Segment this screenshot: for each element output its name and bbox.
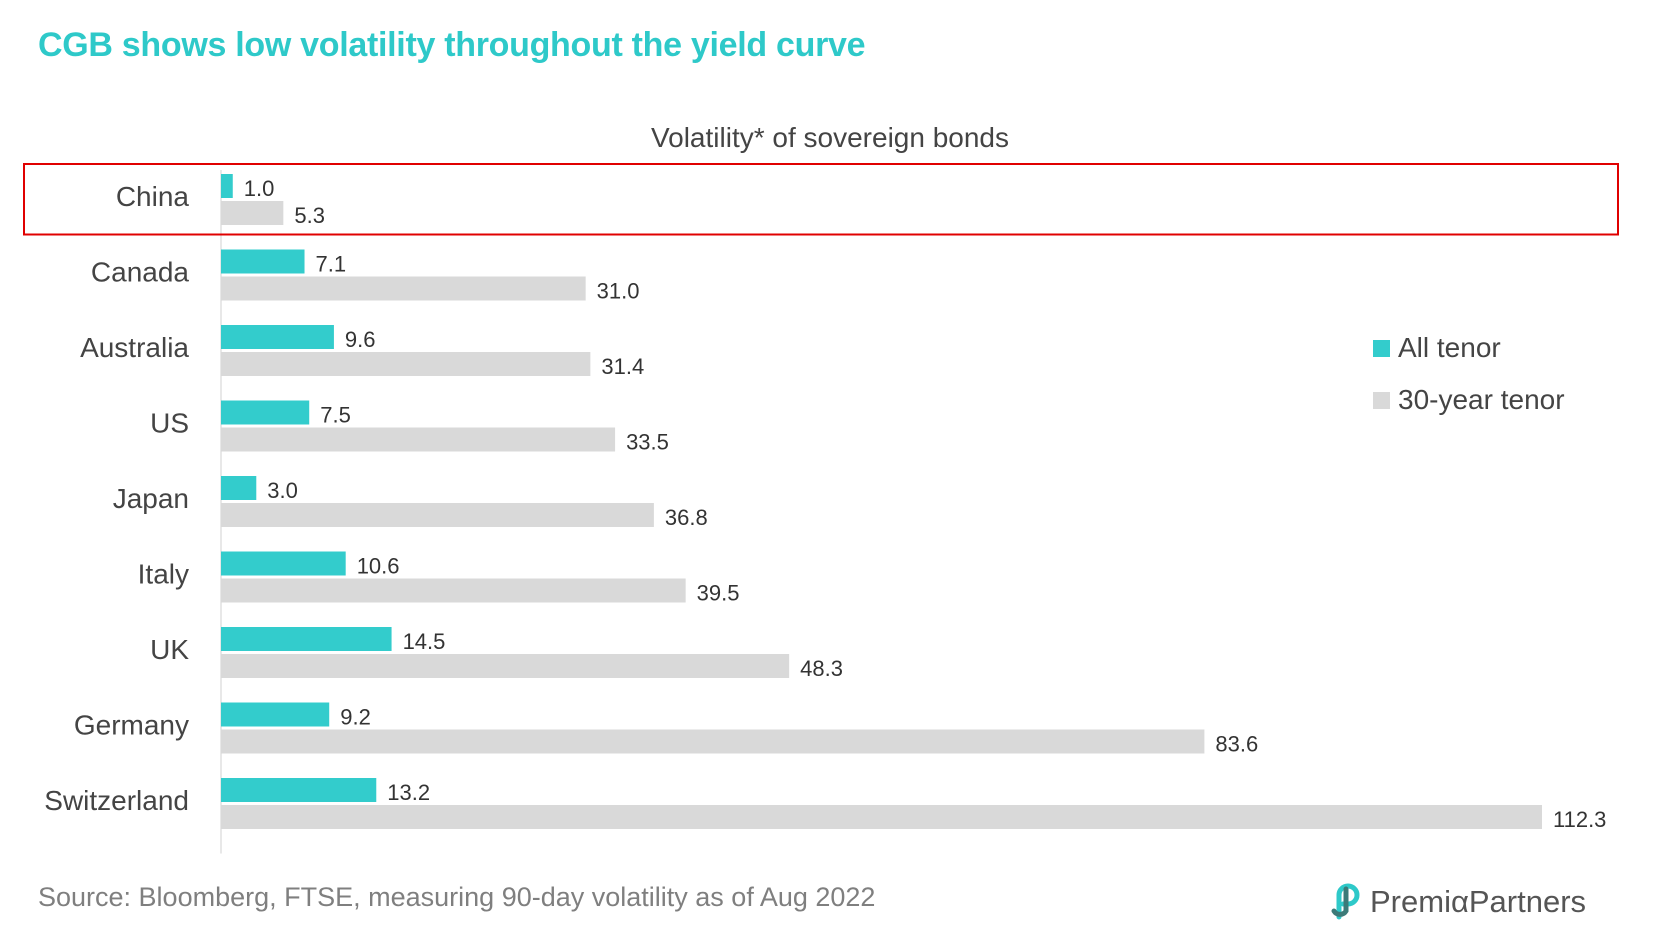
page-title: CGB shows low volatility throughout the … [38,26,866,64]
legend-swatch-30-year-tenor [1373,391,1390,409]
chart-title: Volatility* of sovereign bonds [651,122,1009,153]
bar-all-tenor-canada [221,249,305,274]
legend-label-30-year-tenor: 30-year tenor [1398,384,1565,415]
value-label-all-tenor-uk: 14.5 [403,629,446,654]
value-label-30-year-tenor-china: 5.3 [294,203,325,228]
bar-30-year-tenor-japan [221,503,654,527]
value-label-30-year-tenor-italy: 39.5 [697,581,740,606]
logo-icon [1331,883,1360,920]
category-label-canada: Canada [91,257,190,288]
category-label-switzerland: Switzerland [44,785,189,816]
category-label-china: China [116,181,190,212]
bar-30-year-tenor-germany [221,729,1205,754]
value-label-30-year-tenor-switzerland: 112.3 [1553,807,1606,832]
bar-all-tenor-australia [221,325,334,349]
bar-all-tenor-germany [221,702,330,727]
value-label-30-year-tenor-us: 33.5 [626,430,669,455]
value-label-all-tenor-australia: 9.6 [345,327,376,352]
company-logo: PremiαPartners [1330,883,1586,921]
category-label-us: US [150,408,189,439]
legend: All tenor 30-year tenor [1373,322,1565,426]
legend-swatch-all-tenor [1373,339,1390,357]
bar-all-tenor-us [221,400,310,425]
value-label-30-year-tenor-canada: 31.0 [597,279,640,304]
bar-all-tenor-switzerland [221,778,377,802]
value-label-all-tenor-us: 7.5 [320,403,351,428]
value-label-30-year-tenor-australia: 31.4 [601,354,644,379]
category-label-germany: Germany [74,710,189,741]
bar-30-year-tenor-china [221,201,284,225]
bar-chart: China 1.0 5.3 Canada 7.1 31.0 Australia 9.6 31.4… [23,163,1619,854]
value-label-all-tenor-canada: 7.1 [316,252,347,277]
value-label-all-tenor-japan: 3.0 [267,478,298,503]
value-label-30-year-tenor-japan: 36.8 [665,505,708,530]
category-label-uk: UK [150,634,189,665]
value-label-30-year-tenor-germany: 83.6 [1215,732,1258,757]
bar-30-year-tenor-uk [221,654,790,678]
value-label-all-tenor-germany: 9.2 [340,705,371,730]
logo-text: PremiαPartners [1370,884,1587,919]
bar-all-tenor-uk [221,627,392,651]
category-label-australia: Australia [80,332,189,363]
bar-30-year-tenor-italy [221,578,686,603]
bar-30-year-tenor-switzerland [221,805,1542,829]
bar-30-year-tenor-australia [221,352,591,376]
legend-item-30-year-tenor: 30-year tenor [1373,374,1565,426]
value-label-30-year-tenor-uk: 48.3 [800,656,843,681]
value-label-all-tenor-switzerland: 13.2 [387,780,430,805]
highlight-box-china [23,163,1619,236]
bar-30-year-tenor-us [221,427,616,452]
bar-all-tenor-italy [221,551,346,576]
legend-item-all-tenor: All tenor [1373,322,1565,374]
value-label-all-tenor-china: 1.0 [244,176,275,201]
bar-all-tenor-china [221,174,233,198]
value-label-all-tenor-italy: 10.6 [357,554,400,579]
category-label-japan: Japan [113,483,189,514]
legend-label-all-tenor: All tenor [1398,332,1501,363]
bar-all-tenor-japan [221,476,257,500]
source-note: Source: Bloomberg, FTSE, measuring 90-da… [38,882,876,912]
bar-30-year-tenor-canada [221,276,586,301]
category-label-italy: Italy [138,559,189,590]
